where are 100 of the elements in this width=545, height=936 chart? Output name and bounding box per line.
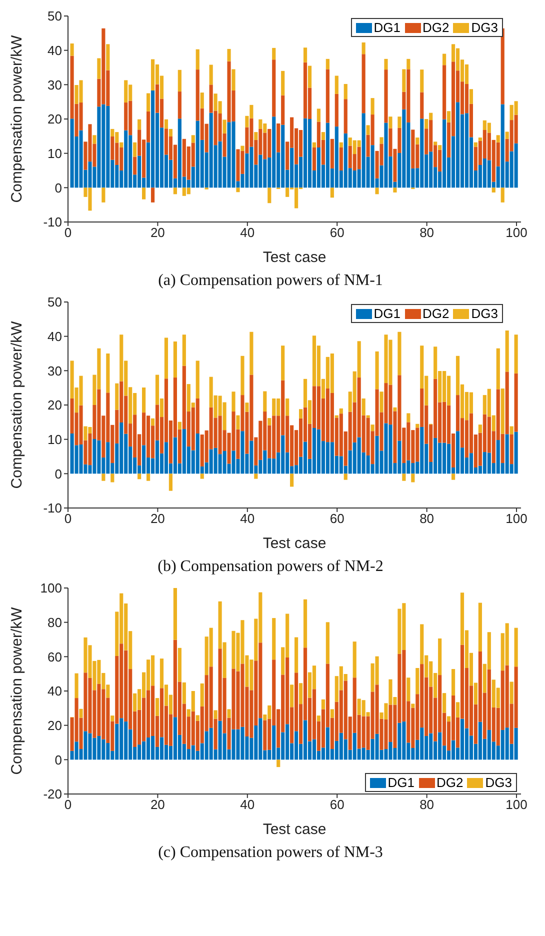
bar bbox=[245, 402, 249, 412]
bar bbox=[469, 89, 474, 104]
bar bbox=[514, 628, 518, 667]
bar bbox=[451, 740, 456, 760]
bar bbox=[146, 474, 150, 481]
bar bbox=[352, 642, 356, 678]
bar bbox=[142, 387, 146, 413]
bar bbox=[286, 398, 290, 416]
bar bbox=[384, 58, 388, 70]
bar bbox=[312, 142, 316, 148]
y-tick-label: 10 bbox=[48, 146, 62, 161]
bar bbox=[150, 188, 155, 202]
bar bbox=[510, 434, 514, 464]
bar bbox=[200, 92, 204, 108]
bar bbox=[200, 683, 204, 706]
bar bbox=[232, 392, 236, 412]
bar bbox=[316, 429, 321, 474]
bar bbox=[402, 474, 406, 481]
x-tick-label: 20 bbox=[150, 797, 165, 812]
bar bbox=[281, 346, 285, 380]
legend-label: DG3 bbox=[485, 775, 512, 790]
bar bbox=[298, 409, 303, 418]
x-tick-label: 100 bbox=[506, 797, 528, 812]
y-axis-title: Compensation power/kW bbox=[8, 606, 26, 775]
bar bbox=[464, 113, 469, 188]
bar bbox=[298, 683, 303, 704]
bar bbox=[312, 147, 316, 170]
bar bbox=[173, 341, 177, 378]
bar bbox=[362, 54, 366, 114]
x-axis-title: Test case bbox=[262, 535, 326, 552]
bar bbox=[339, 408, 343, 414]
bar bbox=[155, 440, 160, 474]
bar bbox=[316, 716, 321, 722]
bar bbox=[178, 70, 182, 92]
bar bbox=[416, 668, 420, 694]
bar bbox=[330, 709, 334, 718]
bar bbox=[326, 69, 330, 123]
bar bbox=[110, 474, 114, 482]
bar bbox=[281, 70, 285, 96]
bar bbox=[339, 142, 343, 148]
bar bbox=[402, 69, 406, 92]
bar bbox=[362, 398, 366, 416]
bar bbox=[102, 188, 106, 202]
bar bbox=[514, 334, 518, 374]
bar bbox=[505, 330, 509, 372]
bar bbox=[330, 354, 334, 393]
bar bbox=[164, 338, 168, 379]
bar bbox=[227, 709, 231, 718]
text: (a) Compensation powers of NM-1 bbox=[157, 272, 384, 290]
bar bbox=[70, 43, 74, 56]
bar bbox=[276, 760, 280, 768]
y-tick-label: 0 bbox=[54, 466, 62, 482]
x-tick-label: 20 bbox=[150, 225, 165, 240]
bar bbox=[510, 426, 514, 434]
bar bbox=[478, 424, 482, 433]
bar bbox=[446, 444, 451, 474]
bar bbox=[308, 119, 312, 188]
bar bbox=[124, 80, 128, 103]
y-tick-label: 40 bbox=[48, 42, 62, 58]
bar bbox=[487, 122, 491, 133]
bar bbox=[236, 415, 240, 430]
bar bbox=[232, 69, 236, 91]
x-tick-label: 20 bbox=[150, 511, 165, 526]
bar bbox=[500, 28, 504, 104]
x-tick-label: 100 bbox=[506, 511, 528, 526]
bar bbox=[416, 138, 420, 144]
legend-label: DG1 bbox=[388, 775, 415, 790]
bar bbox=[370, 424, 374, 432]
bar bbox=[214, 710, 218, 719]
x-tick-label: 0 bbox=[64, 511, 72, 526]
bar bbox=[178, 422, 182, 430]
y-tick-label: 50 bbox=[48, 294, 62, 310]
bar bbox=[138, 119, 142, 130]
bar bbox=[321, 699, 325, 710]
bar bbox=[196, 360, 200, 398]
bar bbox=[272, 60, 276, 117]
bar bbox=[290, 684, 294, 708]
bar bbox=[227, 48, 231, 62]
bar bbox=[146, 93, 150, 112]
bar bbox=[272, 398, 276, 416]
bar bbox=[411, 130, 415, 168]
y-tick-label: -10 bbox=[43, 500, 62, 516]
bar bbox=[334, 76, 338, 94]
bar bbox=[393, 188, 397, 192]
bar bbox=[316, 147, 321, 188]
text: (b) Compensation powers of NM-2 bbox=[156, 558, 384, 576]
bar bbox=[286, 188, 290, 197]
bar bbox=[164, 119, 168, 129]
bar bbox=[478, 602, 482, 652]
bar bbox=[263, 720, 267, 750]
x-tick-label: 80 bbox=[420, 511, 434, 526]
y-tick-label: 100 bbox=[40, 580, 62, 596]
bar bbox=[182, 682, 186, 704]
bar bbox=[380, 392, 384, 412]
bar bbox=[442, 65, 446, 120]
bar bbox=[74, 673, 78, 698]
legend-label: DG3 bbox=[471, 306, 498, 321]
bar bbox=[191, 135, 195, 143]
x-tick-label: 40 bbox=[240, 511, 255, 526]
bar bbox=[146, 738, 150, 760]
